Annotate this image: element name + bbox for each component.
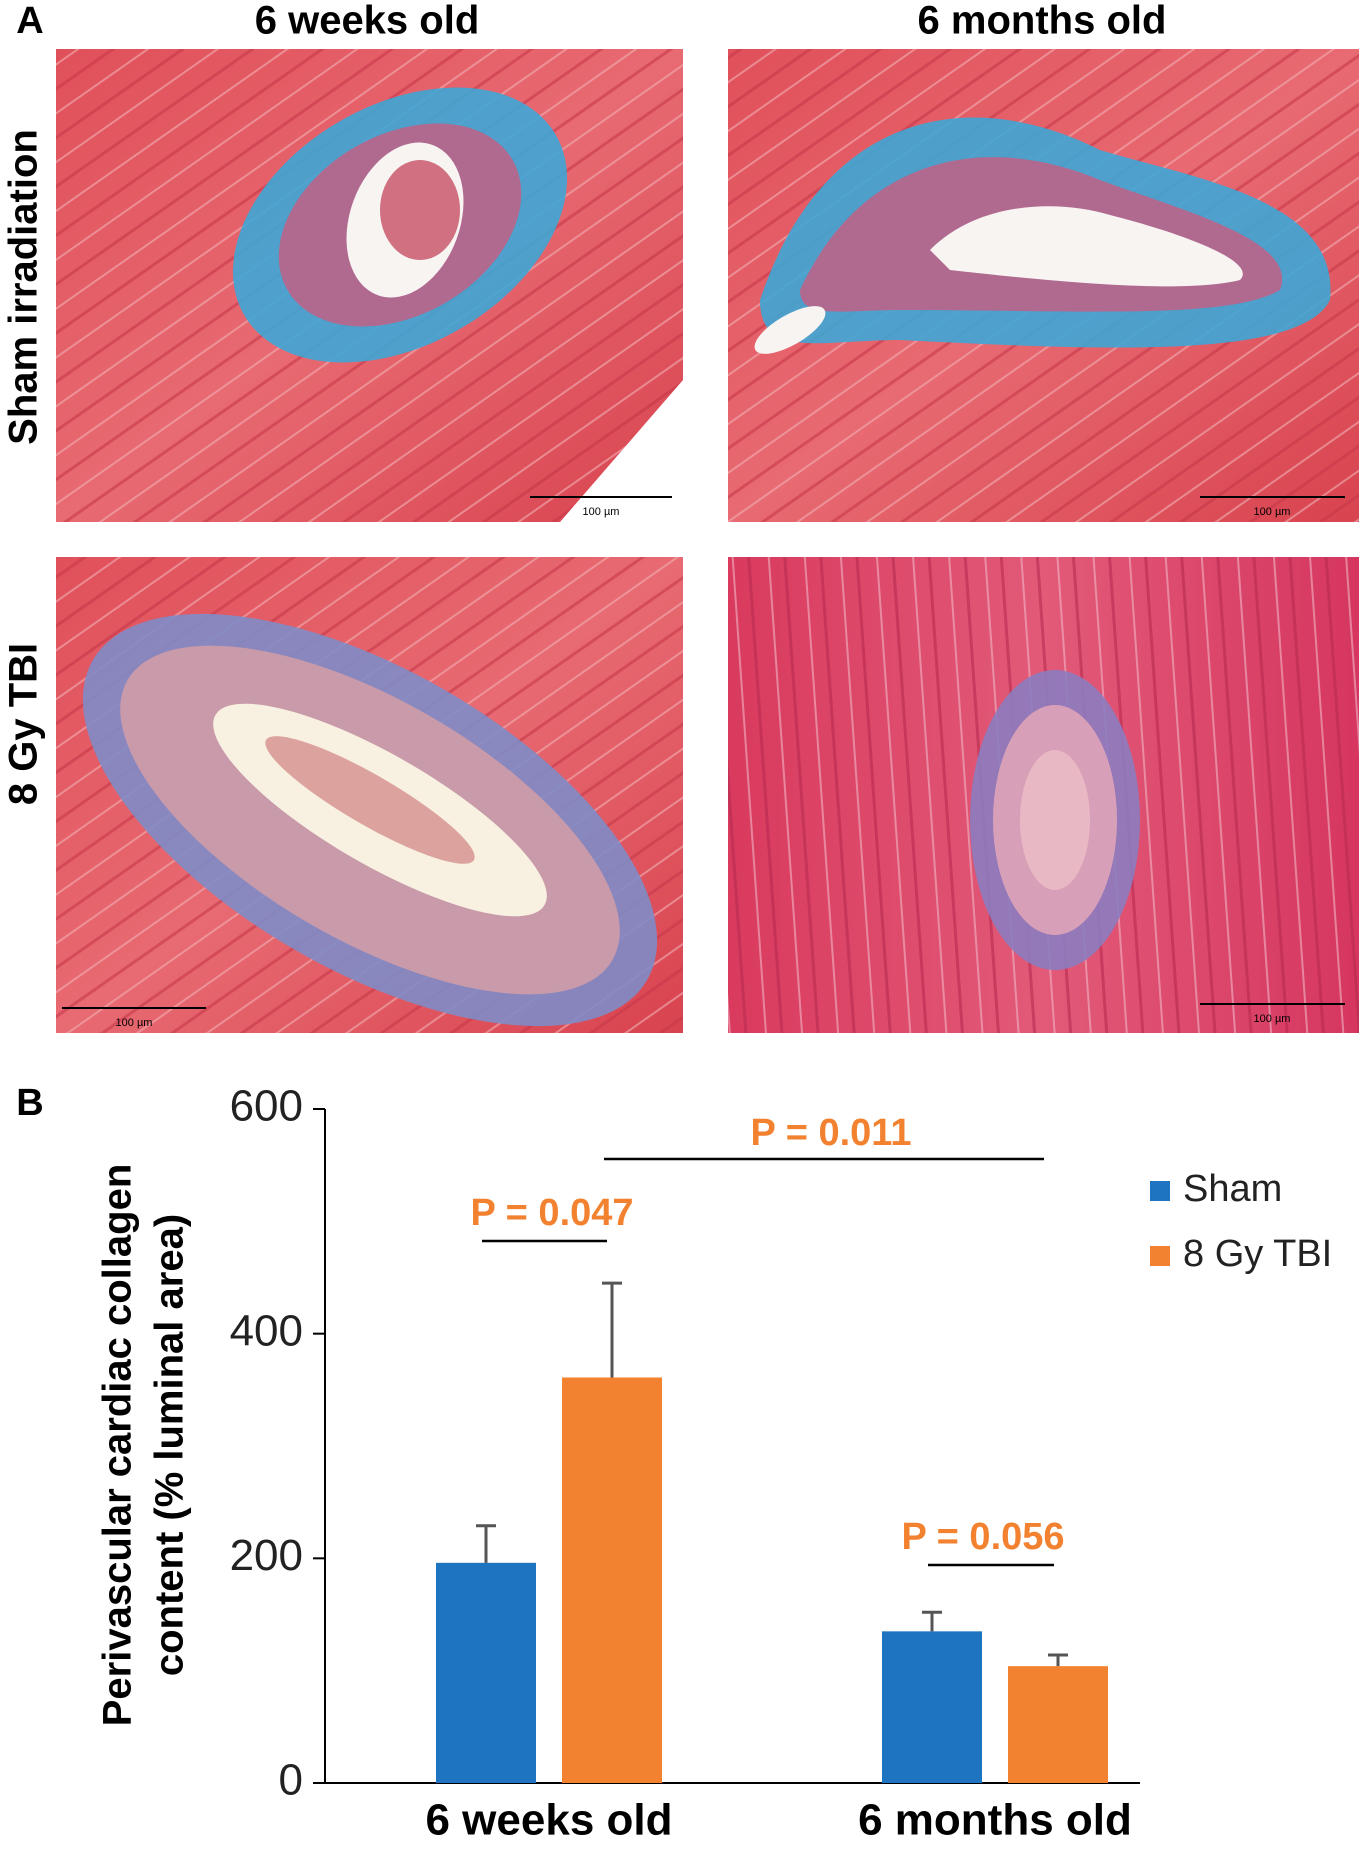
bar bbox=[1008, 1666, 1108, 1783]
legend-label: Sham bbox=[1183, 1168, 1282, 1210]
bar bbox=[882, 1631, 982, 1783]
legend-swatch bbox=[1150, 1181, 1170, 1201]
scale-bar-label: 100 µm bbox=[583, 506, 620, 518]
error-bar bbox=[1048, 1653, 1068, 1667]
x-tick-label: 6 months old bbox=[858, 1796, 1132, 1845]
legend-swatch bbox=[1150, 1246, 1170, 1266]
histology-image bbox=[728, 557, 1359, 1033]
y-axis-label: content (% luminal area) bbox=[148, 1214, 192, 1676]
scale-bar-label: 100 µm bbox=[116, 1017, 153, 1029]
panel-label: B bbox=[16, 1082, 43, 1124]
y-tick-label: 600 bbox=[230, 1082, 303, 1131]
y-tick-label: 400 bbox=[230, 1306, 303, 1355]
y-tick-label: 200 bbox=[230, 1531, 303, 1580]
bar bbox=[562, 1377, 662, 1783]
bar bbox=[436, 1562, 536, 1783]
row-title: Sham irradiation bbox=[2, 129, 46, 445]
column-title: 6 months old bbox=[918, 0, 1167, 43]
scale-bar-label: 100 µm bbox=[1254, 1013, 1291, 1025]
histology-image bbox=[728, 49, 1359, 522]
y-axis-label: Perivascular cardiac collagen bbox=[96, 1164, 140, 1727]
p-value: P = 0.011 bbox=[751, 1112, 912, 1154]
column-title: 6 weeks old bbox=[255, 0, 480, 43]
row-title: 8 Gy TBI bbox=[2, 643, 46, 805]
histology-image bbox=[56, 557, 683, 1033]
error-bar bbox=[922, 1610, 942, 1632]
x-tick-label: 6 weeks old bbox=[425, 1796, 672, 1845]
error-bar bbox=[476, 1524, 496, 1563]
y-tick-label: 0 bbox=[279, 1756, 303, 1805]
legend-label: 8 Gy TBI bbox=[1183, 1233, 1332, 1275]
error-bar bbox=[602, 1281, 622, 1378]
histology-image bbox=[56, 49, 683, 522]
p-value: P = 0.056 bbox=[901, 1516, 1064, 1558]
p-value: P = 0.047 bbox=[470, 1192, 633, 1234]
scale-bar-label: 100 µm bbox=[1254, 506, 1291, 518]
panel-label: A bbox=[16, 0, 43, 42]
